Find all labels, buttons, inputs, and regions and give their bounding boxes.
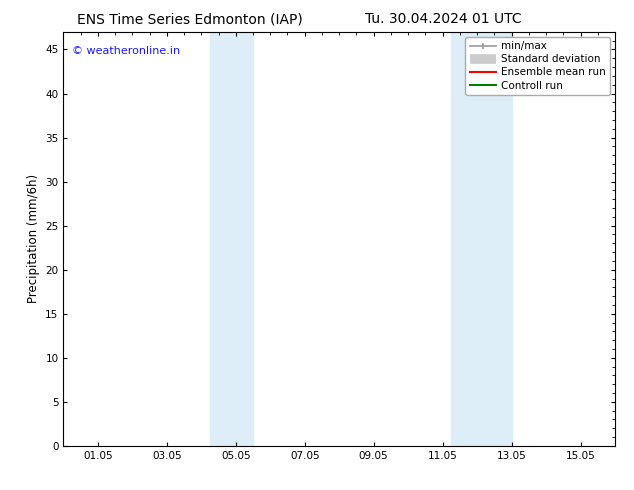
Bar [210, 32, 253, 446]
Bar [451, 32, 512, 446]
Text: ENS Time Series Edmonton (IAP): ENS Time Series Edmonton (IAP) [77, 12, 303, 26]
Text: © weatheronline.in: © weatheronline.in [72, 47, 180, 56]
Text: Tu. 30.04.2024 01 UTC: Tu. 30.04.2024 01 UTC [365, 12, 522, 26]
Legend: min/max, Standard deviation, Ensemble mean run, Controll run: min/max, Standard deviation, Ensemble me… [465, 37, 610, 95]
Y-axis label: Precipitation (mm/6h): Precipitation (mm/6h) [27, 174, 40, 303]
